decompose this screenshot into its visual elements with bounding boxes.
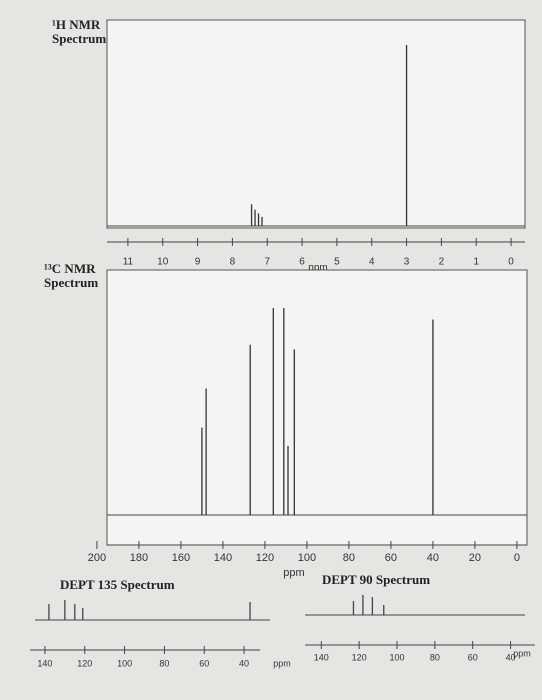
x-tick-label: 20: [469, 552, 481, 564]
x-tick-label: 8: [230, 257, 236, 268]
x-tick-label: 2: [439, 257, 445, 268]
x-tick-label: 4: [369, 257, 375, 268]
x-tick-label: 100: [117, 658, 132, 668]
x-axis-label: ppm: [513, 648, 531, 658]
spectrum-title: DEPT 90 Spectrum: [322, 572, 431, 587]
plot-frame: [106, 269, 528, 546]
x-tick-label: 200: [88, 552, 106, 564]
x-tick-label: 60: [468, 652, 478, 662]
spectrum-title: ¹³C NMR Spectrum: [44, 261, 99, 290]
x-tick-label: 80: [343, 552, 355, 564]
x-tick-label: 10: [157, 257, 169, 268]
x-tick-label: 3: [404, 257, 410, 268]
x-tick-label: 40: [506, 652, 516, 662]
x-tick-label: 140: [214, 552, 232, 564]
x-tick-label: 120: [256, 552, 274, 564]
x-tick-label: 160: [172, 552, 190, 564]
x-tick-label: 100: [389, 652, 404, 662]
plot-frame: [106, 19, 526, 229]
x-tick-label: 120: [77, 658, 92, 668]
x-tick-label: 100: [298, 552, 316, 564]
x-tick-label: 5: [334, 257, 340, 268]
x-tick-label: 140: [314, 652, 329, 662]
x-tick-label: 180: [130, 552, 148, 564]
x-tick-label: 1: [473, 257, 479, 268]
x-axis-label: ppm: [283, 567, 304, 579]
x-tick-label: 11: [123, 257, 134, 268]
x-tick-label: 0: [514, 552, 520, 564]
x-axis-label: ppm: [308, 263, 327, 274]
x-tick-label: 7: [264, 257, 270, 268]
x-tick-label: 0: [508, 257, 514, 268]
x-tick-label: 9: [195, 257, 201, 268]
x-axis-label: ppm: [273, 658, 291, 668]
x-tick-label: 40: [239, 658, 249, 668]
spectrum-title: DEPT 135 Spectrum: [60, 577, 175, 592]
x-tick-label: 80: [159, 658, 169, 668]
x-tick-label: 120: [352, 652, 367, 662]
x-tick-label: 60: [199, 658, 209, 668]
x-tick-label: 6: [299, 257, 305, 268]
x-tick-label: 140: [37, 658, 52, 668]
spectrum-title: ¹H NMR Spectrum: [52, 17, 107, 46]
x-tick-label: 80: [430, 652, 440, 662]
x-tick-label: 60: [385, 552, 397, 564]
x-tick-label: 40: [427, 552, 439, 564]
